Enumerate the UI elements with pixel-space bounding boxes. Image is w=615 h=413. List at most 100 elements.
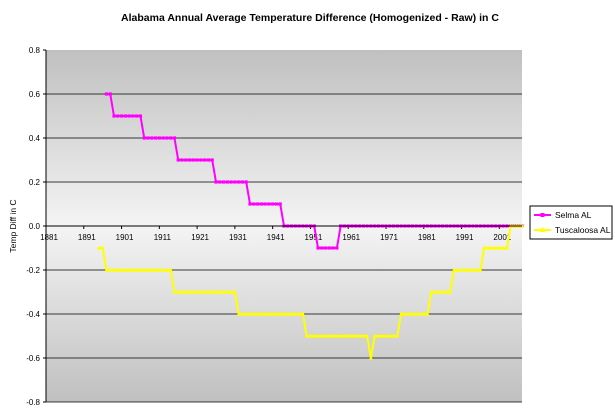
x-tick-label: 1961 <box>342 233 360 242</box>
data-point-tuscaloosa <box>463 267 468 272</box>
data-point-tuscaloosa <box>372 333 377 338</box>
y-axis-tick-labels: 0.8 0.6 0.4 0.2 0.0 -0.2 -0.4 -0.6 -0.8 <box>26 46 46 407</box>
data-point-selma <box>119 114 124 118</box>
data-point-tuscaloosa <box>274 311 279 316</box>
data-point-tuscaloosa <box>353 333 358 338</box>
data-point-tuscaloosa <box>338 333 343 338</box>
data-point-tuscaloosa <box>195 289 200 294</box>
data-point-selma <box>153 136 158 140</box>
chart-title: Alabama Annual Average Temperature Diffe… <box>121 12 499 24</box>
data-point-tuscaloosa <box>395 333 400 338</box>
data-point-selma <box>169 136 173 140</box>
data-point-tuscaloosa <box>342 333 347 338</box>
data-point-selma <box>274 202 279 206</box>
data-point-tuscaloosa <box>100 245 105 250</box>
x-tick-label: 1921 <box>191 233 209 242</box>
data-point-selma <box>123 114 127 118</box>
data-point-tuscaloosa <box>138 267 143 272</box>
data-point-tuscaloosa <box>146 267 150 272</box>
data-point-selma <box>221 180 226 184</box>
y-tick-label: -0.8 <box>26 398 40 407</box>
data-point-selma <box>278 202 282 206</box>
x-tick-label: 1891 <box>78 233 96 242</box>
x-tick-label: 1931 <box>229 233 247 242</box>
data-point-selma <box>206 158 211 162</box>
data-point-selma <box>203 158 207 162</box>
data-point-tuscaloosa <box>323 333 328 338</box>
data-point-selma <box>320 246 324 250</box>
y-tick-label: 0.2 <box>29 178 41 187</box>
data-point-tuscaloosa <box>259 311 264 316</box>
data-point-selma <box>176 158 180 162</box>
data-point-tuscaloosa <box>285 311 290 316</box>
data-point-tuscaloosa <box>331 333 336 338</box>
data-point-selma <box>146 136 150 140</box>
data-point-selma <box>161 136 165 140</box>
data-point-tuscaloosa <box>289 311 294 316</box>
data-point-tuscaloosa <box>183 289 188 294</box>
y-tick-label: -0.4 <box>26 310 40 319</box>
data-point-tuscaloosa <box>180 289 184 294</box>
data-point-tuscaloosa <box>387 333 392 338</box>
data-point-tuscaloosa <box>172 289 177 294</box>
data-point-selma <box>263 202 267 206</box>
data-point-tuscaloosa <box>142 267 147 272</box>
data-point-tuscaloosa <box>210 289 215 294</box>
data-point-tuscaloosa <box>421 311 426 316</box>
data-point-selma <box>199 158 203 162</box>
data-point-tuscaloosa <box>384 333 388 338</box>
data-point-tuscaloosa <box>497 245 502 250</box>
data-point-selma <box>233 180 237 184</box>
data-point-selma <box>165 136 169 140</box>
data-point-tuscaloosa <box>123 267 128 272</box>
data-point-tuscaloosa <box>297 311 302 316</box>
data-point-tuscaloosa <box>229 289 234 294</box>
legend-marker-selma <box>540 213 545 217</box>
data-point-selma <box>214 180 218 184</box>
data-point-tuscaloosa <box>380 333 385 338</box>
y-tick-label: 0.4 <box>29 134 41 143</box>
data-point-selma <box>271 202 275 206</box>
data-point-selma <box>108 92 112 96</box>
data-point-selma <box>244 180 248 184</box>
x-tick-label: 1981 <box>418 233 436 242</box>
data-point-selma <box>259 202 263 206</box>
data-point-tuscaloosa <box>278 311 283 316</box>
data-point-tuscaloosa <box>96 245 101 250</box>
data-point-selma <box>135 114 139 118</box>
data-point-tuscaloosa <box>206 289 211 294</box>
data-point-tuscaloosa <box>308 333 313 338</box>
data-point-tuscaloosa <box>391 333 396 338</box>
data-point-tuscaloosa <box>425 311 430 316</box>
data-point-tuscaloosa <box>300 311 305 316</box>
data-point-tuscaloosa <box>130 267 135 272</box>
data-point-selma <box>327 246 331 250</box>
data-point-tuscaloosa <box>214 289 218 294</box>
data-point-tuscaloosa <box>436 289 441 294</box>
x-tick-label: 1991 <box>456 233 474 242</box>
x-tick-label: 1911 <box>154 233 172 242</box>
data-point-tuscaloosa <box>270 311 275 316</box>
data-point-tuscaloosa <box>455 267 460 272</box>
legend: Selma AL Tuscaloosa AL <box>529 205 613 240</box>
data-point-selma <box>157 136 161 140</box>
data-point-tuscaloosa <box>448 289 453 294</box>
data-point-tuscaloosa <box>319 333 324 338</box>
data-point-selma <box>248 202 252 206</box>
data-point-selma <box>131 114 135 118</box>
data-point-tuscaloosa <box>433 289 438 294</box>
data-point-tuscaloosa <box>240 311 245 316</box>
data-point-tuscaloosa <box>316 333 320 338</box>
x-tick-label: 1901 <box>116 233 134 242</box>
data-point-tuscaloosa <box>108 267 113 272</box>
data-point-selma <box>127 114 131 118</box>
data-point-tuscaloosa <box>312 333 317 338</box>
data-point-selma <box>237 180 241 184</box>
x-tick-label: 1881 <box>40 233 58 242</box>
data-point-tuscaloosa <box>221 289 226 294</box>
data-point-selma <box>335 246 339 250</box>
data-point-tuscaloosa <box>501 245 506 250</box>
y-axis-label: Temp Diff in C <box>8 199 18 252</box>
data-point-tuscaloosa <box>127 267 132 272</box>
y-tick-label: 0.6 <box>29 90 41 99</box>
